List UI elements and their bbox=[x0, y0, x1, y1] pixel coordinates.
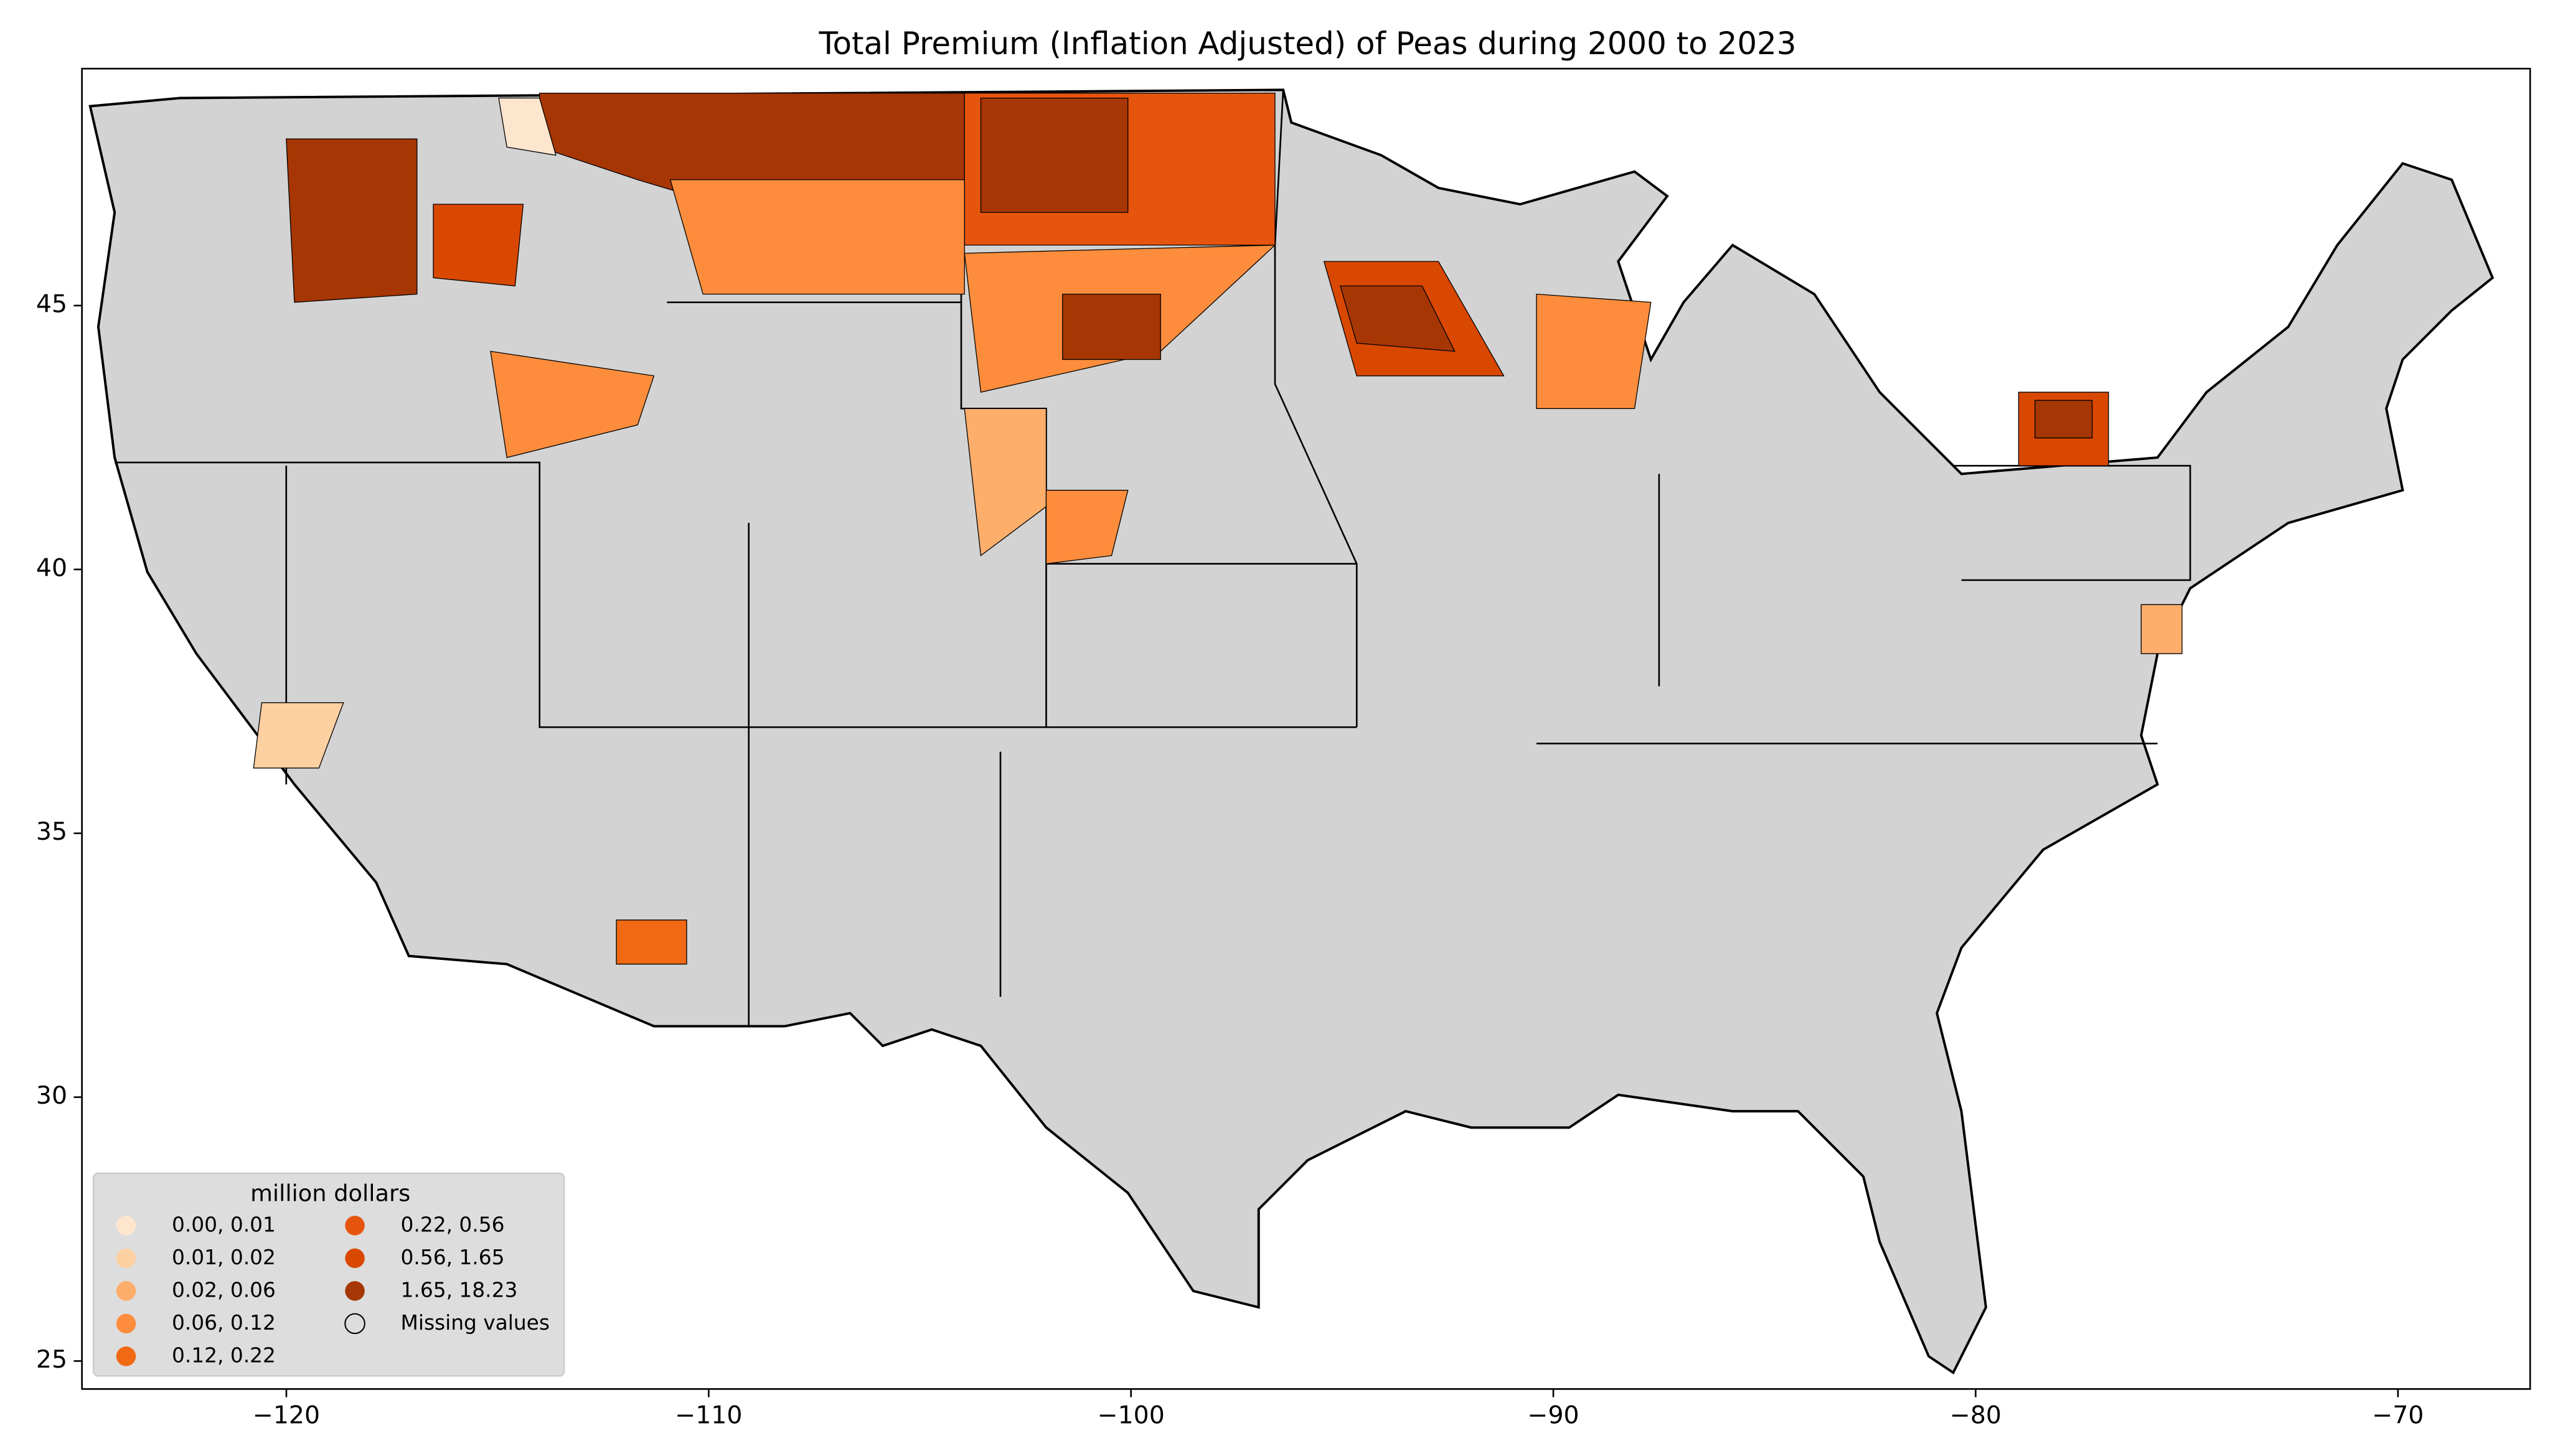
legend-marker bbox=[345, 1281, 365, 1301]
y-tick-label: 35 bbox=[36, 817, 67, 846]
legend-label: 0.01, 0.02 bbox=[172, 1246, 276, 1269]
chart-title: Total Premium (Inflation Adjusted) of Pe… bbox=[818, 26, 1796, 62]
legend-marker bbox=[116, 1313, 136, 1334]
legend-label: 0.22, 0.56 bbox=[401, 1213, 505, 1236]
y-tick-label: 30 bbox=[36, 1081, 67, 1110]
us-outline bbox=[88, 88, 2495, 1374]
x-tick-label: −80 bbox=[1950, 1401, 2002, 1429]
county-patch bbox=[1536, 293, 1652, 409]
y-tick-label: 45 bbox=[36, 289, 67, 318]
county-patch bbox=[616, 919, 687, 965]
legend-marker bbox=[116, 1216, 136, 1236]
county-patch bbox=[980, 97, 1129, 213]
county-patch bbox=[2140, 604, 2183, 654]
legend-marker bbox=[116, 1281, 136, 1301]
county-patch bbox=[498, 97, 557, 156]
legend-label: 0.06, 0.12 bbox=[172, 1311, 276, 1335]
legend-label: 0.00, 0.01 bbox=[172, 1213, 276, 1236]
state-border bbox=[115, 461, 1357, 728]
legend-marker bbox=[116, 1346, 136, 1366]
legend-title: million dollars bbox=[250, 1180, 410, 1206]
legend-marker bbox=[345, 1248, 365, 1269]
county-patch bbox=[490, 350, 655, 458]
legend-marker bbox=[344, 1313, 365, 1335]
legend-label: Missing values bbox=[401, 1311, 550, 1335]
legend-label: 1.65, 18.23 bbox=[401, 1278, 518, 1302]
county-patch bbox=[1045, 489, 1129, 565]
plot-frame bbox=[81, 67, 2531, 1390]
x-tick-label: −120 bbox=[253, 1401, 320, 1429]
x-tick-label: −70 bbox=[2372, 1401, 2424, 1429]
county-patch bbox=[2035, 400, 2093, 439]
county-patch bbox=[669, 179, 965, 295]
county-patch bbox=[1062, 293, 1161, 360]
legend: million dollars 0.00, 0.01 0.01, 0.02 0.02… bbox=[92, 1172, 565, 1377]
county-patch bbox=[1340, 285, 1456, 352]
legend-label: 0.02, 0.06 bbox=[172, 1278, 276, 1302]
legend-label: 0.12, 0.22 bbox=[172, 1343, 276, 1367]
map bbox=[88, 88, 2495, 1374]
legend-label: 0.56, 1.65 bbox=[401, 1246, 505, 1269]
county-patch bbox=[286, 138, 418, 303]
y-tick-label: 40 bbox=[36, 553, 67, 582]
legend-marker bbox=[345, 1216, 365, 1236]
x-tick-label: −90 bbox=[1528, 1401, 1579, 1429]
x-tick-label: −100 bbox=[1098, 1401, 1165, 1429]
legend-box bbox=[92, 1172, 565, 1377]
y-tick-label: 25 bbox=[36, 1345, 67, 1374]
x-tick-label: −110 bbox=[675, 1401, 742, 1429]
county-patch bbox=[253, 702, 344, 769]
state-border bbox=[1274, 90, 1358, 728]
legend-marker bbox=[116, 1248, 136, 1269]
county-patch bbox=[433, 204, 524, 287]
